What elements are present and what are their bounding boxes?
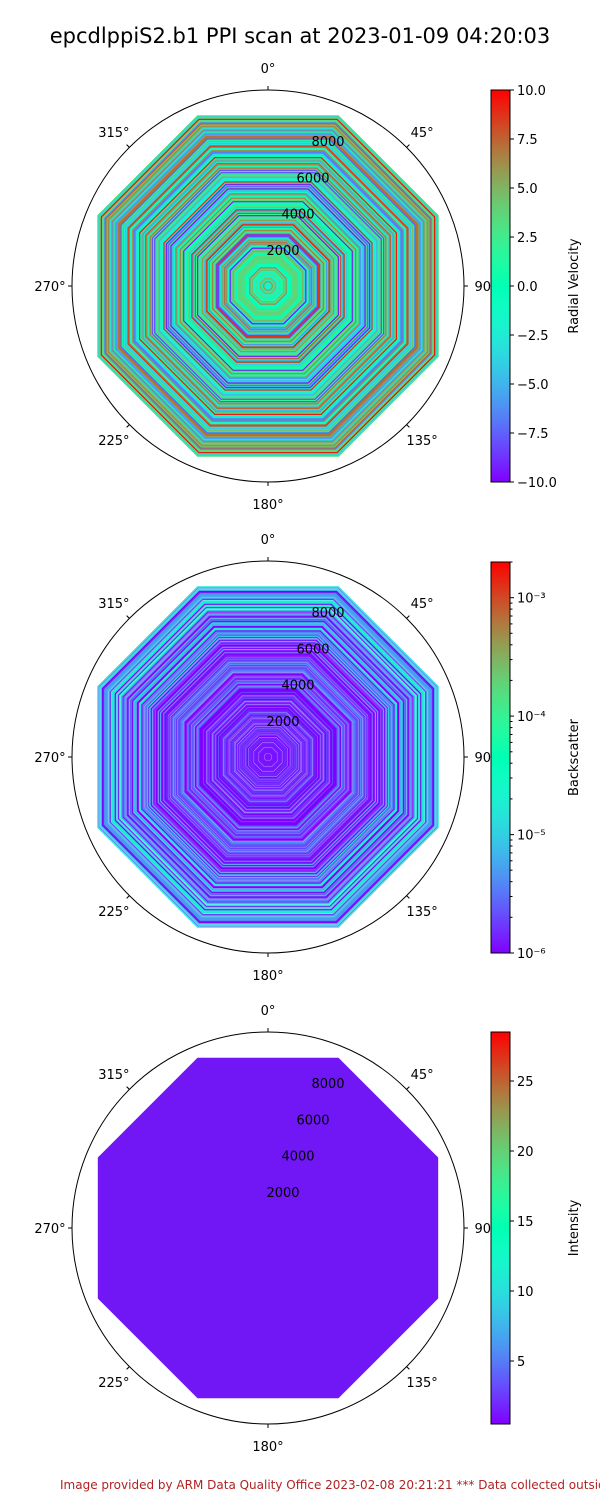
range-label: 2000	[266, 715, 299, 730]
intensity-fill	[97, 1057, 439, 1399]
angle-tick	[126, 1366, 130, 1370]
range-label: 4000	[281, 1150, 314, 1165]
angle-label: 270°	[34, 751, 65, 766]
polar-panel-3: 0°45°90°135°180°225°270°315°200040006000…	[34, 1004, 582, 1455]
colorbar-tick-label: 0.0	[517, 280, 538, 295]
angle-tick	[126, 1086, 130, 1090]
angle-label: 225°	[98, 905, 129, 920]
colorbar	[490, 1031, 511, 1425]
angle-label: 225°	[98, 434, 129, 449]
angle-label: 0°	[261, 533, 276, 548]
colorbar-tick-label: 10	[517, 1285, 534, 1300]
angle-tick	[406, 895, 410, 899]
colorbar	[490, 561, 511, 954]
angle-label: 315°	[98, 1068, 129, 1083]
angle-tick	[126, 144, 130, 148]
angle-label: 315°	[98, 597, 129, 612]
polar-panel-2: 0°45°90°135°180°225°270°315°200040006000…	[34, 533, 582, 984]
colorbar-tick-label: 5.0	[517, 182, 538, 197]
colorbar-tick-label: 10⁻⁵	[517, 829, 546, 844]
range-label: 8000	[311, 135, 344, 150]
figure-title: epcdlppiS2.b1 PPI scan at 2023-01-09 04:…	[49, 24, 551, 48]
colorbar-tick-label: 15	[517, 1215, 534, 1230]
range-label: 8000	[311, 606, 344, 621]
colorbar-tick-label: 7.5	[517, 133, 538, 148]
angle-label: 270°	[34, 280, 65, 295]
range-label: 2000	[266, 1186, 299, 1201]
angle-label: 135°	[406, 434, 437, 449]
colorbar-tick-label: 5	[517, 1355, 525, 1370]
colorbar-tick-label: −5.0	[517, 378, 549, 393]
colorbar-tick-label: 20	[517, 1145, 534, 1160]
angle-label: 45°	[411, 597, 434, 612]
angle-label: 180°	[252, 498, 283, 513]
angle-label: 180°	[252, 1440, 283, 1455]
range-ring	[264, 282, 272, 290]
angle-label: 135°	[406, 1376, 437, 1391]
colorbar-label: Backscatter	[567, 718, 582, 796]
footer-credit: Image provided by ARM Data Quality Offic…	[60, 1478, 600, 1492]
colorbar-tick-label: −2.5	[517, 329, 549, 344]
angle-label: 45°	[411, 126, 434, 141]
colorbar-label: Radial Velocity	[567, 238, 582, 334]
scan-rings	[97, 586, 439, 928]
range-label: 4000	[281, 208, 314, 223]
colorbar-tick-label: −10.0	[517, 476, 557, 491]
angle-label: 270°	[34, 1222, 65, 1237]
polar-panel-1: 0°45°90°135°180°225°270°315°200040006000…	[34, 62, 582, 513]
angle-tick	[126, 615, 130, 619]
angle-tick	[126, 895, 130, 899]
angle-label: 45°	[411, 1068, 434, 1083]
scan-rings	[97, 115, 439, 457]
colorbar	[490, 89, 511, 483]
colorbar-label: Intensity	[567, 1199, 582, 1256]
angle-tick	[406, 1366, 410, 1370]
colorbar-tick-label: −7.5	[517, 427, 549, 442]
angle-label: 0°	[261, 62, 276, 77]
range-label: 2000	[266, 244, 299, 259]
angle-tick	[406, 615, 410, 619]
angle-label: 135°	[406, 905, 437, 920]
range-label: 8000	[311, 1077, 344, 1092]
colorbar-tick-label: 2.5	[517, 231, 538, 246]
angle-tick	[126, 424, 130, 428]
range-ring	[264, 753, 272, 761]
angle-label: 225°	[98, 1376, 129, 1391]
range-label: 4000	[281, 679, 314, 694]
colorbar-tick-label: 10⁻⁴	[517, 710, 546, 725]
angle-label: 0°	[261, 1004, 276, 1019]
angle-tick	[406, 424, 410, 428]
range-label: 6000	[296, 642, 329, 657]
colorbar-tick-label: 10⁻⁶	[517, 947, 546, 962]
colorbar-tick-label: 25	[517, 1075, 534, 1090]
colorbar-tick-label: 10.0	[517, 84, 546, 99]
scan-rings	[97, 1057, 439, 1399]
angle-label: 315°	[98, 126, 129, 141]
range-label: 6000	[296, 171, 329, 186]
range-label: 6000	[296, 1113, 329, 1128]
angle-tick	[406, 1086, 410, 1090]
angle-tick	[406, 144, 410, 148]
colorbar-tick-label: 10⁻³	[517, 592, 546, 607]
angle-label: 180°	[252, 969, 283, 984]
